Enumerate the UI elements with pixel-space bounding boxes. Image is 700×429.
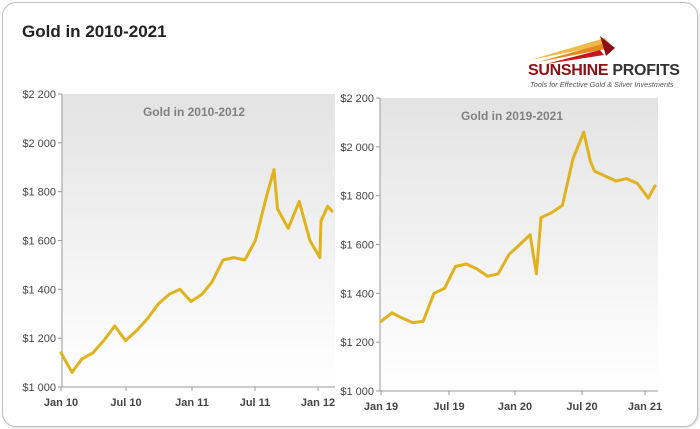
data-point — [653, 184, 657, 188]
data-point — [298, 200, 301, 203]
y-tick-label: $1 200 — [340, 337, 374, 349]
data-point — [625, 177, 628, 180]
data-point — [254, 239, 257, 242]
data-point — [411, 321, 414, 324]
x-tick-label: Jan 19 — [364, 401, 398, 413]
data-point — [582, 130, 585, 134]
y-tick-label: $1 600 — [22, 236, 56, 248]
page-title: Gold in 2010-2021 — [22, 22, 167, 41]
data-point — [168, 293, 171, 296]
y-tick-label: $1 200 — [22, 333, 56, 345]
data-point — [243, 258, 246, 262]
data-point — [157, 302, 160, 306]
y-tick-label: $2 000 — [22, 138, 56, 150]
data-point — [318, 256, 322, 259]
data-point — [603, 174, 607, 178]
data-point — [636, 182, 639, 185]
y-tick-label: $2 000 — [340, 142, 374, 154]
data-point — [432, 292, 436, 295]
data-point — [443, 287, 446, 290]
x-tick-label: Jan 11 — [175, 397, 209, 409]
data-point — [475, 267, 478, 271]
x-tick-label: Jan 10 — [44, 397, 78, 409]
data-point — [135, 329, 138, 333]
data-point — [465, 262, 468, 266]
data-point — [518, 243, 522, 246]
data-point — [178, 288, 182, 291]
data-point — [400, 316, 403, 319]
data-point — [286, 227, 290, 230]
data-point — [390, 311, 394, 315]
x-tick-label: Jul 19 — [433, 401, 464, 413]
chart-title-2: Gold in 2019-2021 — [461, 109, 563, 123]
data-point — [189, 300, 193, 303]
data-point — [326, 205, 329, 208]
y-tick-label: $1 000 — [340, 386, 374, 398]
x-tick-label: Jan 21 — [628, 401, 662, 413]
data-point — [70, 371, 74, 374]
data-point — [589, 160, 592, 163]
chart-title-1: Gold in 2010-2012 — [143, 105, 245, 119]
y-tick-label: $1 400 — [340, 288, 374, 300]
data-point — [232, 256, 235, 259]
data-point — [276, 207, 279, 210]
data-point — [561, 204, 564, 207]
logo-tagline: Tools for Effective Gold & Silver Invest… — [530, 80, 674, 89]
y-tick-label: $2 200 — [340, 93, 374, 105]
data-point — [571, 157, 575, 161]
data-point — [80, 357, 84, 361]
data-point — [210, 280, 214, 284]
data-point — [319, 219, 323, 223]
data-point — [539, 216, 543, 219]
data-point — [308, 239, 312, 242]
plot-area-1 — [62, 94, 335, 387]
data-point — [535, 272, 538, 275]
data-point — [124, 339, 127, 342]
data-point — [486, 275, 489, 278]
x-tick-label: Jul 10 — [110, 397, 141, 409]
y-tick-label: $1 800 — [22, 187, 56, 199]
data-point — [59, 351, 63, 355]
data-point — [593, 170, 596, 173]
data-point — [330, 210, 334, 213]
data-point — [113, 324, 116, 328]
y-tick-label: $1 600 — [340, 240, 374, 252]
data-point — [496, 272, 500, 275]
data-point — [102, 339, 105, 342]
y-tick-label: $1 000 — [22, 382, 56, 394]
data-point — [221, 258, 225, 262]
data-point — [454, 265, 457, 268]
x-tick-label: Jan 20 — [498, 401, 532, 413]
data-point — [91, 351, 95, 355]
data-point — [146, 317, 149, 320]
x-tick-label: Jul 11 — [240, 397, 271, 409]
x-tick-label: Jan 12 — [301, 397, 335, 409]
data-point — [265, 195, 268, 198]
y-tick-label: $1 800 — [340, 191, 374, 203]
y-tick-label: $2 200 — [22, 89, 56, 101]
data-point — [200, 293, 204, 296]
sunshine-profits-logo-icon — [530, 36, 615, 64]
data-point — [550, 211, 553, 214]
x-tick-label: Jul 20 — [566, 401, 597, 413]
logo-name: SUNSHINE PROFITS — [528, 62, 680, 80]
data-point — [379, 320, 383, 323]
y-tick-label: $1 400 — [22, 284, 56, 296]
data-point — [528, 233, 532, 236]
data-point — [421, 320, 425, 323]
data-point — [614, 179, 618, 183]
data-point — [507, 253, 511, 256]
data-point — [647, 196, 650, 200]
data-point — [272, 168, 276, 171]
logo-name-part2: PROFITS — [608, 62, 680, 79]
logo-name-part1: SUNSHINE — [528, 62, 609, 79]
